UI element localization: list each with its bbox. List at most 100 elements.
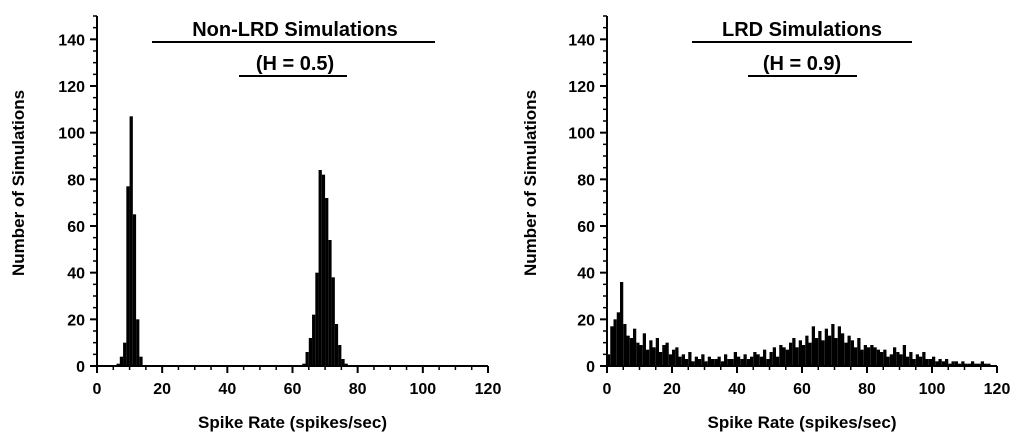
histogram-bar — [863, 345, 867, 366]
histogram-bar — [932, 356, 936, 366]
x-tick-label: 120 — [984, 381, 1011, 398]
x-tick-label: 60 — [284, 381, 302, 398]
y-tick-label: 0 — [76, 359, 85, 376]
histogram-bar — [331, 277, 335, 366]
histogram-bar — [321, 174, 326, 366]
histogram-bar — [652, 347, 656, 366]
histogram-bar — [312, 314, 316, 366]
y-tick-label: 140 — [568, 32, 595, 49]
x-tick-label: 80 — [349, 381, 367, 398]
histogram-bar — [906, 356, 910, 366]
y-tick-label: 140 — [58, 32, 85, 49]
histogram-bar — [737, 356, 741, 366]
histogram-bar — [792, 338, 796, 366]
histogram-bar — [633, 328, 637, 366]
x-tick-label: 40 — [218, 381, 236, 398]
histogram-bar — [132, 214, 137, 366]
histogram-bar — [886, 356, 890, 366]
histogram-bar — [954, 361, 958, 366]
histogram-bar — [733, 352, 737, 366]
histogram-bar — [974, 363, 978, 366]
histogram-bar — [717, 356, 721, 366]
histogram-bar — [649, 340, 653, 366]
y-tick-label: 100 — [568, 126, 595, 143]
histogram-bar — [685, 359, 689, 366]
x-tick-label: 100 — [919, 381, 946, 398]
histogram-bar — [610, 326, 614, 366]
histogram-bar — [665, 342, 669, 366]
histogram-bar — [740, 359, 744, 366]
y-tick-label: 40 — [67, 266, 85, 283]
histogram-bar — [880, 352, 884, 366]
histogram-bar — [746, 359, 750, 366]
histogram-bar — [831, 324, 835, 366]
y-tick-label: 60 — [577, 219, 595, 236]
chart-panel-2: 0 20 40 60 80 100 120 140 0 20 40 60 80 100 120 Spike R… — [521, 15, 1011, 432]
histogram-bar — [305, 352, 309, 366]
histogram-bar — [984, 363, 988, 366]
histogram-bar — [668, 354, 672, 366]
histogram-bars — [607, 282, 991, 366]
y-tick-label: 20 — [577, 312, 595, 329]
x-tick-label: 20 — [663, 381, 681, 398]
histogram-bar — [672, 349, 676, 366]
histogram-bar — [867, 347, 871, 366]
chart-subtitle: (H = 0.5) — [256, 53, 334, 75]
histogram-bar — [782, 347, 786, 366]
histogram-bar — [743, 354, 747, 366]
histogram-bar — [967, 363, 971, 366]
histogram-bars — [116, 116, 348, 366]
histogram-bar — [847, 335, 851, 366]
histogram-bar — [626, 335, 630, 366]
histogram-bar — [613, 319, 617, 366]
histogram-bar — [639, 345, 643, 366]
histogram-bar — [873, 347, 877, 366]
histogram-bar — [655, 338, 659, 366]
histogram-bar — [964, 363, 968, 366]
x-tick-label: 0 — [603, 381, 612, 398]
histogram-bar — [707, 356, 711, 366]
x-tick-label: 40 — [728, 381, 746, 398]
histogram-bar — [759, 356, 763, 366]
chart-subtitle: (H = 0.9) — [763, 53, 841, 75]
histogram-bar — [805, 335, 809, 366]
histogram-bar — [987, 363, 991, 366]
x-tick-label: 0 — [93, 381, 102, 398]
y-tick-label: 20 — [67, 312, 85, 329]
histogram-bar — [899, 354, 903, 366]
histogram-bar — [922, 352, 926, 366]
x-tick-label: 100 — [409, 381, 436, 398]
histogram-bar — [941, 361, 945, 366]
histogram-bar — [828, 335, 832, 366]
histogram-bar — [698, 359, 702, 366]
x-tick-label: 80 — [858, 381, 876, 398]
histogram-bar — [837, 326, 841, 366]
chart-title: Non-LRD Simulations — [192, 19, 398, 41]
histogram-bar — [126, 186, 130, 366]
histogram-bar — [629, 338, 633, 366]
y-axis-label: Number of Simulations — [521, 90, 540, 276]
histogram-bar — [785, 349, 789, 366]
histogram-bar — [688, 352, 692, 366]
histogram-bar — [912, 359, 916, 366]
histogram-bar — [730, 359, 734, 366]
histogram-bar — [971, 361, 975, 366]
histogram-bar — [945, 359, 949, 366]
histogram-bar — [711, 359, 715, 366]
histogram-bar — [977, 363, 981, 366]
histogram-bar — [844, 342, 848, 366]
histogram-bar — [958, 363, 962, 366]
x-axis-label: Spike Rate (spikes/sec) — [198, 413, 387, 432]
x-tick-label: 20 — [153, 381, 171, 398]
histogram-bar — [341, 359, 345, 366]
histogram-bar — [675, 347, 679, 366]
histogram-bar — [766, 359, 770, 366]
histogram-bar — [915, 354, 919, 366]
histogram-bar — [302, 363, 306, 366]
histogram-bar — [334, 324, 339, 366]
histogram-bar — [893, 347, 897, 366]
y-tick-label: 0 — [586, 359, 595, 376]
histogram-bar — [925, 359, 929, 366]
